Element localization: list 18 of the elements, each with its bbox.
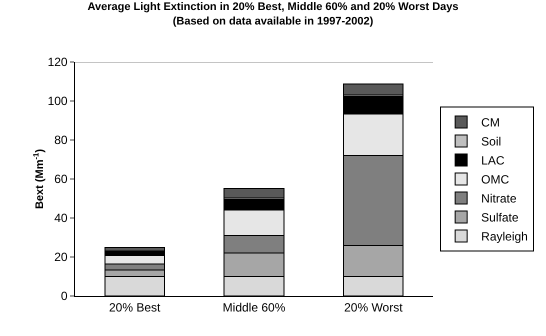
- x-tick-label: Middle 60%: [222, 300, 286, 314]
- legend-label: Sulfate: [481, 210, 519, 225]
- y-tick-label: 60: [54, 172, 68, 186]
- legend-label: Nitrate: [481, 192, 517, 206]
- y-tick-label: 100: [48, 94, 68, 108]
- y-tick-label: 120: [48, 55, 68, 70]
- legend-label: OMC: [481, 172, 510, 187]
- legend-label: Soil: [481, 134, 502, 149]
- legend-label: LAC: [481, 154, 505, 168]
- chart-title: Average Light Extinction in 20% Best, Middle 60% and 20% Worst Days (Based on data available in 1997-2002): [87, 1, 459, 28]
- legend-label: Rayleigh: [481, 230, 528, 244]
- legend-label: CM: [481, 116, 500, 130]
- y-tick-label: 0: [60, 289, 68, 304]
- x-tick-label: 20% Worst: [344, 300, 404, 314]
- y-tick-label: 80: [54, 133, 68, 148]
- y-tick-label: 20: [54, 250, 68, 264]
- y-tick-label: 40: [54, 211, 68, 226]
- x-tick-label: 20% Best: [108, 300, 162, 314]
